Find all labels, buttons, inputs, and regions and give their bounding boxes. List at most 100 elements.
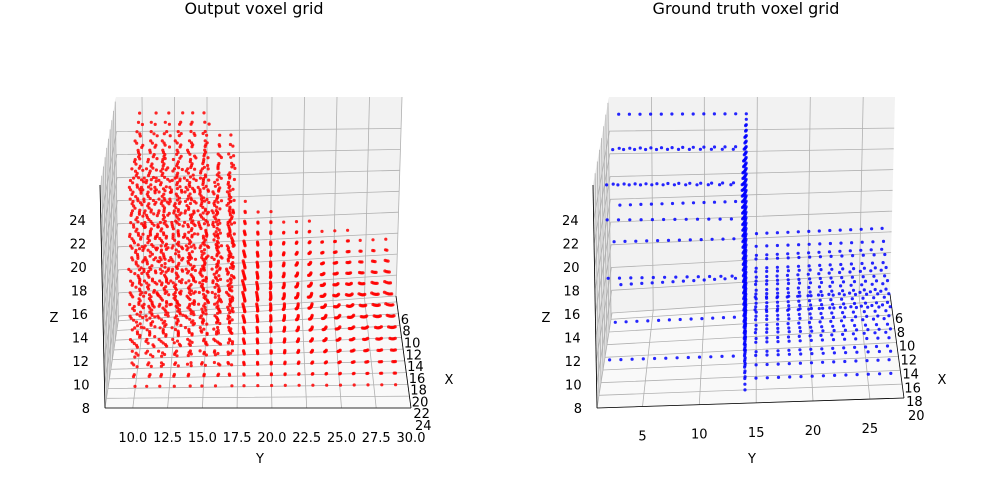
voxel-point	[150, 277, 155, 281]
voxel-point	[136, 197, 140, 201]
voxel-point	[765, 336, 769, 340]
gridline-z	[104, 295, 397, 409]
voxel-point	[128, 314, 132, 318]
voxel-point	[241, 269, 245, 273]
voxel-point	[161, 328, 165, 332]
voxel-point	[157, 337, 161, 342]
voxel-point	[242, 239, 246, 243]
voxel-point	[786, 335, 791, 339]
voxel-point	[138, 132, 142, 136]
voxel-point	[136, 274, 140, 278]
voxel-point	[173, 327, 178, 332]
voxel-point	[128, 302, 132, 307]
voxel-point	[638, 146, 642, 150]
voxel-point	[697, 355, 702, 359]
voxel-point	[696, 275, 700, 279]
voxel-point	[153, 280, 157, 285]
voxel-point	[622, 147, 626, 152]
x-tick-label: 10	[899, 340, 916, 355]
z-tick-label: 14	[72, 332, 89, 347]
voxel-point	[366, 383, 370, 387]
voxel-point	[741, 268, 745, 272]
voxel-point	[179, 211, 183, 215]
voxel-point	[218, 231, 222, 235]
voxel-point	[854, 315, 858, 319]
voxel-point	[171, 157, 175, 162]
voxel-point	[337, 303, 341, 307]
voxel-point	[187, 372, 191, 376]
voxel-point	[174, 192, 178, 196]
voxel-point	[193, 290, 197, 294]
voxel-point	[363, 292, 367, 296]
voxel-point	[635, 319, 639, 323]
voxel-point	[809, 316, 813, 320]
voxel-point	[786, 322, 790, 326]
voxel-point	[151, 320, 155, 324]
voxel-point	[139, 325, 143, 329]
voxel-point	[754, 232, 759, 236]
voxel-point	[158, 326, 162, 330]
voxel-point	[200, 361, 204, 365]
voxel-point	[740, 205, 745, 210]
voxel-point	[157, 209, 161, 213]
voxel-point	[741, 262, 745, 267]
voxel-point	[202, 337, 206, 341]
voxel-point	[321, 261, 326, 265]
voxel-point	[228, 266, 232, 270]
voxel-point	[820, 338, 825, 342]
voxel-point	[219, 199, 224, 203]
voxel-point	[241, 259, 245, 263]
voxel-point	[858, 269, 863, 273]
voxel-point	[255, 360, 260, 364]
voxel-point	[754, 305, 758, 309]
voxel-point	[830, 280, 835, 284]
voxel-point	[214, 220, 218, 224]
voxel-point	[820, 316, 824, 320]
voxel-point	[147, 269, 151, 273]
voxel-point	[155, 232, 159, 236]
voxel-point	[217, 161, 221, 166]
voxel-point	[786, 230, 790, 234]
voxel-point	[139, 178, 144, 182]
voxel-point	[742, 337, 746, 341]
voxel-point	[786, 287, 790, 291]
voxel-point	[842, 302, 846, 306]
y-tick-label: 10	[691, 428, 708, 443]
voxel-point	[199, 314, 203, 318]
y-axis-line	[596, 397, 905, 409]
z-tick-label: 20	[70, 261, 87, 276]
voxel-point	[211, 220, 215, 224]
voxel-point	[133, 384, 137, 388]
voxel-point	[712, 145, 717, 149]
voxel-point	[282, 271, 286, 275]
x-tick-label: 8	[402, 325, 410, 340]
voxel-point	[796, 251, 800, 255]
voxel-point	[308, 229, 312, 233]
voxel-point	[842, 293, 846, 297]
voxel-point	[145, 384, 149, 388]
voxel-point	[872, 274, 876, 278]
voxel-point	[177, 342, 181, 346]
voxel-point	[232, 177, 236, 182]
voxel-point	[333, 239, 337, 243]
voxel-point	[380, 348, 384, 352]
z-tick-label: 24	[562, 214, 579, 229]
voxel-point	[853, 345, 857, 349]
voxel-point	[661, 183, 665, 187]
voxel-point	[849, 262, 854, 266]
voxel-point	[742, 285, 746, 289]
voxel-point	[136, 148, 140, 152]
voxel-point	[212, 327, 216, 331]
voxel-point	[164, 323, 168, 327]
voxel-point	[848, 270, 852, 274]
voxel-point	[205, 133, 209, 137]
voxel-point	[152, 153, 156, 157]
voxel-point	[198, 176, 203, 180]
y-tick-label: 12.5	[153, 431, 182, 446]
voxel-point	[673, 217, 677, 221]
voxel-point	[840, 297, 844, 301]
voxel-point	[888, 327, 893, 331]
voxel-point	[136, 231, 140, 235]
voxel-point	[797, 299, 801, 303]
voxel-point	[162, 162, 166, 166]
